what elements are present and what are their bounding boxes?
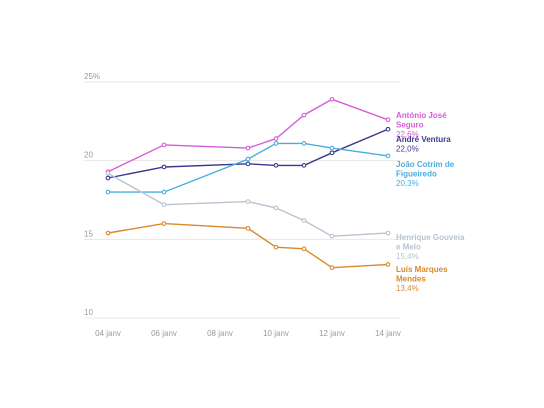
data-point: [273, 205, 279, 211]
data-point: [161, 221, 167, 226]
data-point: [301, 163, 307, 168]
data-point: [105, 170, 111, 176]
series-value-label: 22,0%: [396, 145, 419, 154]
x-tick-label: 10 janv: [263, 329, 289, 338]
data-point: [105, 189, 111, 195]
data-point: [161, 202, 167, 208]
data-point: [105, 175, 111, 181]
series-line: [105, 141, 391, 195]
series-path: [107, 128, 389, 179]
x-tick-label: 12 janv: [319, 329, 345, 338]
y-axis-ticks: 10 15 20 25%: [84, 72, 100, 317]
data-point: [273, 141, 279, 146]
data-point: [385, 153, 391, 159]
data-point: [301, 246, 307, 252]
data-point: [245, 199, 251, 204]
data-point: [385, 262, 391, 267]
series-name-label: Seguro: [396, 121, 424, 130]
data-point: [273, 244, 279, 250]
series-name-label: António José: [396, 111, 447, 120]
series-path: [108, 142, 389, 193]
y-tick-label: 25%: [84, 72, 100, 81]
series-name-label: João Cotrim de: [396, 160, 455, 169]
data-point: [161, 189, 167, 195]
data-point: [161, 142, 167, 148]
data-point: [385, 230, 391, 236]
data-point: [245, 156, 251, 162]
series-line: [105, 170, 391, 239]
series-name-label: Figueiredo: [396, 170, 437, 179]
series-line: [105, 126, 391, 181]
series-name-label: Henrique Gouveia: [396, 233, 465, 242]
data-point: [301, 218, 307, 223]
series-value-label: 13,4%: [396, 284, 419, 293]
data-point: [385, 126, 391, 132]
y-tick-label: 20: [84, 151, 93, 160]
data-point: [245, 145, 251, 151]
series-name-label: e Melo: [396, 243, 421, 252]
data-point: [329, 96, 335, 102]
series-line: [105, 221, 391, 271]
data-point: [329, 145, 335, 151]
data-point: [245, 161, 251, 167]
data-point: [273, 136, 279, 141]
series-value-label: 22,6%: [396, 130, 419, 139]
data-point: [273, 163, 279, 168]
data-point: [301, 112, 307, 118]
series-name-label: Mendes: [396, 275, 426, 284]
data-point: [329, 265, 335, 271]
data-point: [329, 150, 335, 156]
gridlines: [84, 81, 400, 319]
series-name-label: André Ventura: [396, 135, 451, 144]
data-point: [161, 164, 167, 170]
x-tick-label: 06 janv: [151, 329, 177, 338]
data-point: [105, 230, 111, 236]
series-value-label: 15,4%: [396, 252, 419, 261]
series-lines: [105, 96, 391, 271]
data-point: [245, 225, 251, 231]
series-name-label: Luís Marques: [396, 265, 448, 274]
data-point: [385, 117, 391, 123]
y-tick-label: 10: [84, 308, 93, 317]
data-point: [301, 141, 307, 146]
x-tick-label: 08 janv: [207, 329, 233, 338]
series-value-label: 20,3%: [396, 179, 419, 188]
x-tick-label: 14 janv: [375, 329, 401, 338]
x-tick-label: 04 janv: [95, 329, 121, 338]
data-point: [329, 233, 335, 239]
y-tick-label: 15: [84, 229, 93, 238]
x-axis-ticks: 04 janv 06 janv 08 janv 10 janv 12 janv 14 ja…: [95, 329, 401, 338]
